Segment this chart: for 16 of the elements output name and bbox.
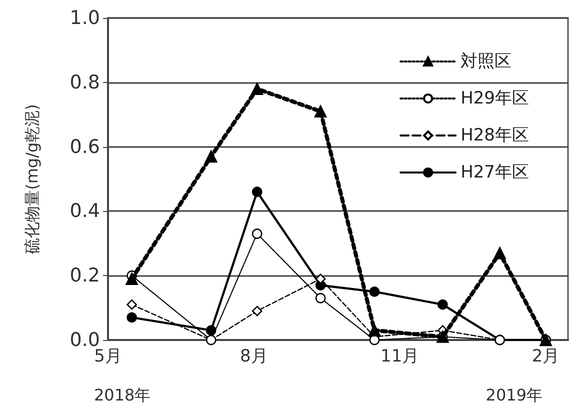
text: 2019年 — [486, 386, 543, 404]
y-tick-label: 0.6 — [70, 136, 100, 158]
legend-label: H27年区 — [460, 162, 530, 182]
y-tick-label: 0.2 — [70, 264, 100, 287]
y-tick-label: 0.8 — [70, 71, 100, 94]
text: 2018年 — [94, 386, 151, 404]
x-tick-label: 2月 — [532, 346, 560, 366]
x-tick-label: 11月 — [380, 346, 420, 366]
y-tick-label: 1.0 — [70, 7, 100, 29]
legend-label: 対照区 — [460, 52, 512, 72]
y-tick-label: 0.4 — [70, 200, 100, 222]
legend-label: H28年区 — [460, 126, 530, 146]
legend-label: H29年区 — [460, 88, 530, 108]
x-tick-label: 8月 — [240, 346, 268, 366]
x-tick-label: 5月 — [94, 346, 122, 366]
y-axis-title: 硫化物量(mg/g乾泥) — [22, 104, 42, 254]
